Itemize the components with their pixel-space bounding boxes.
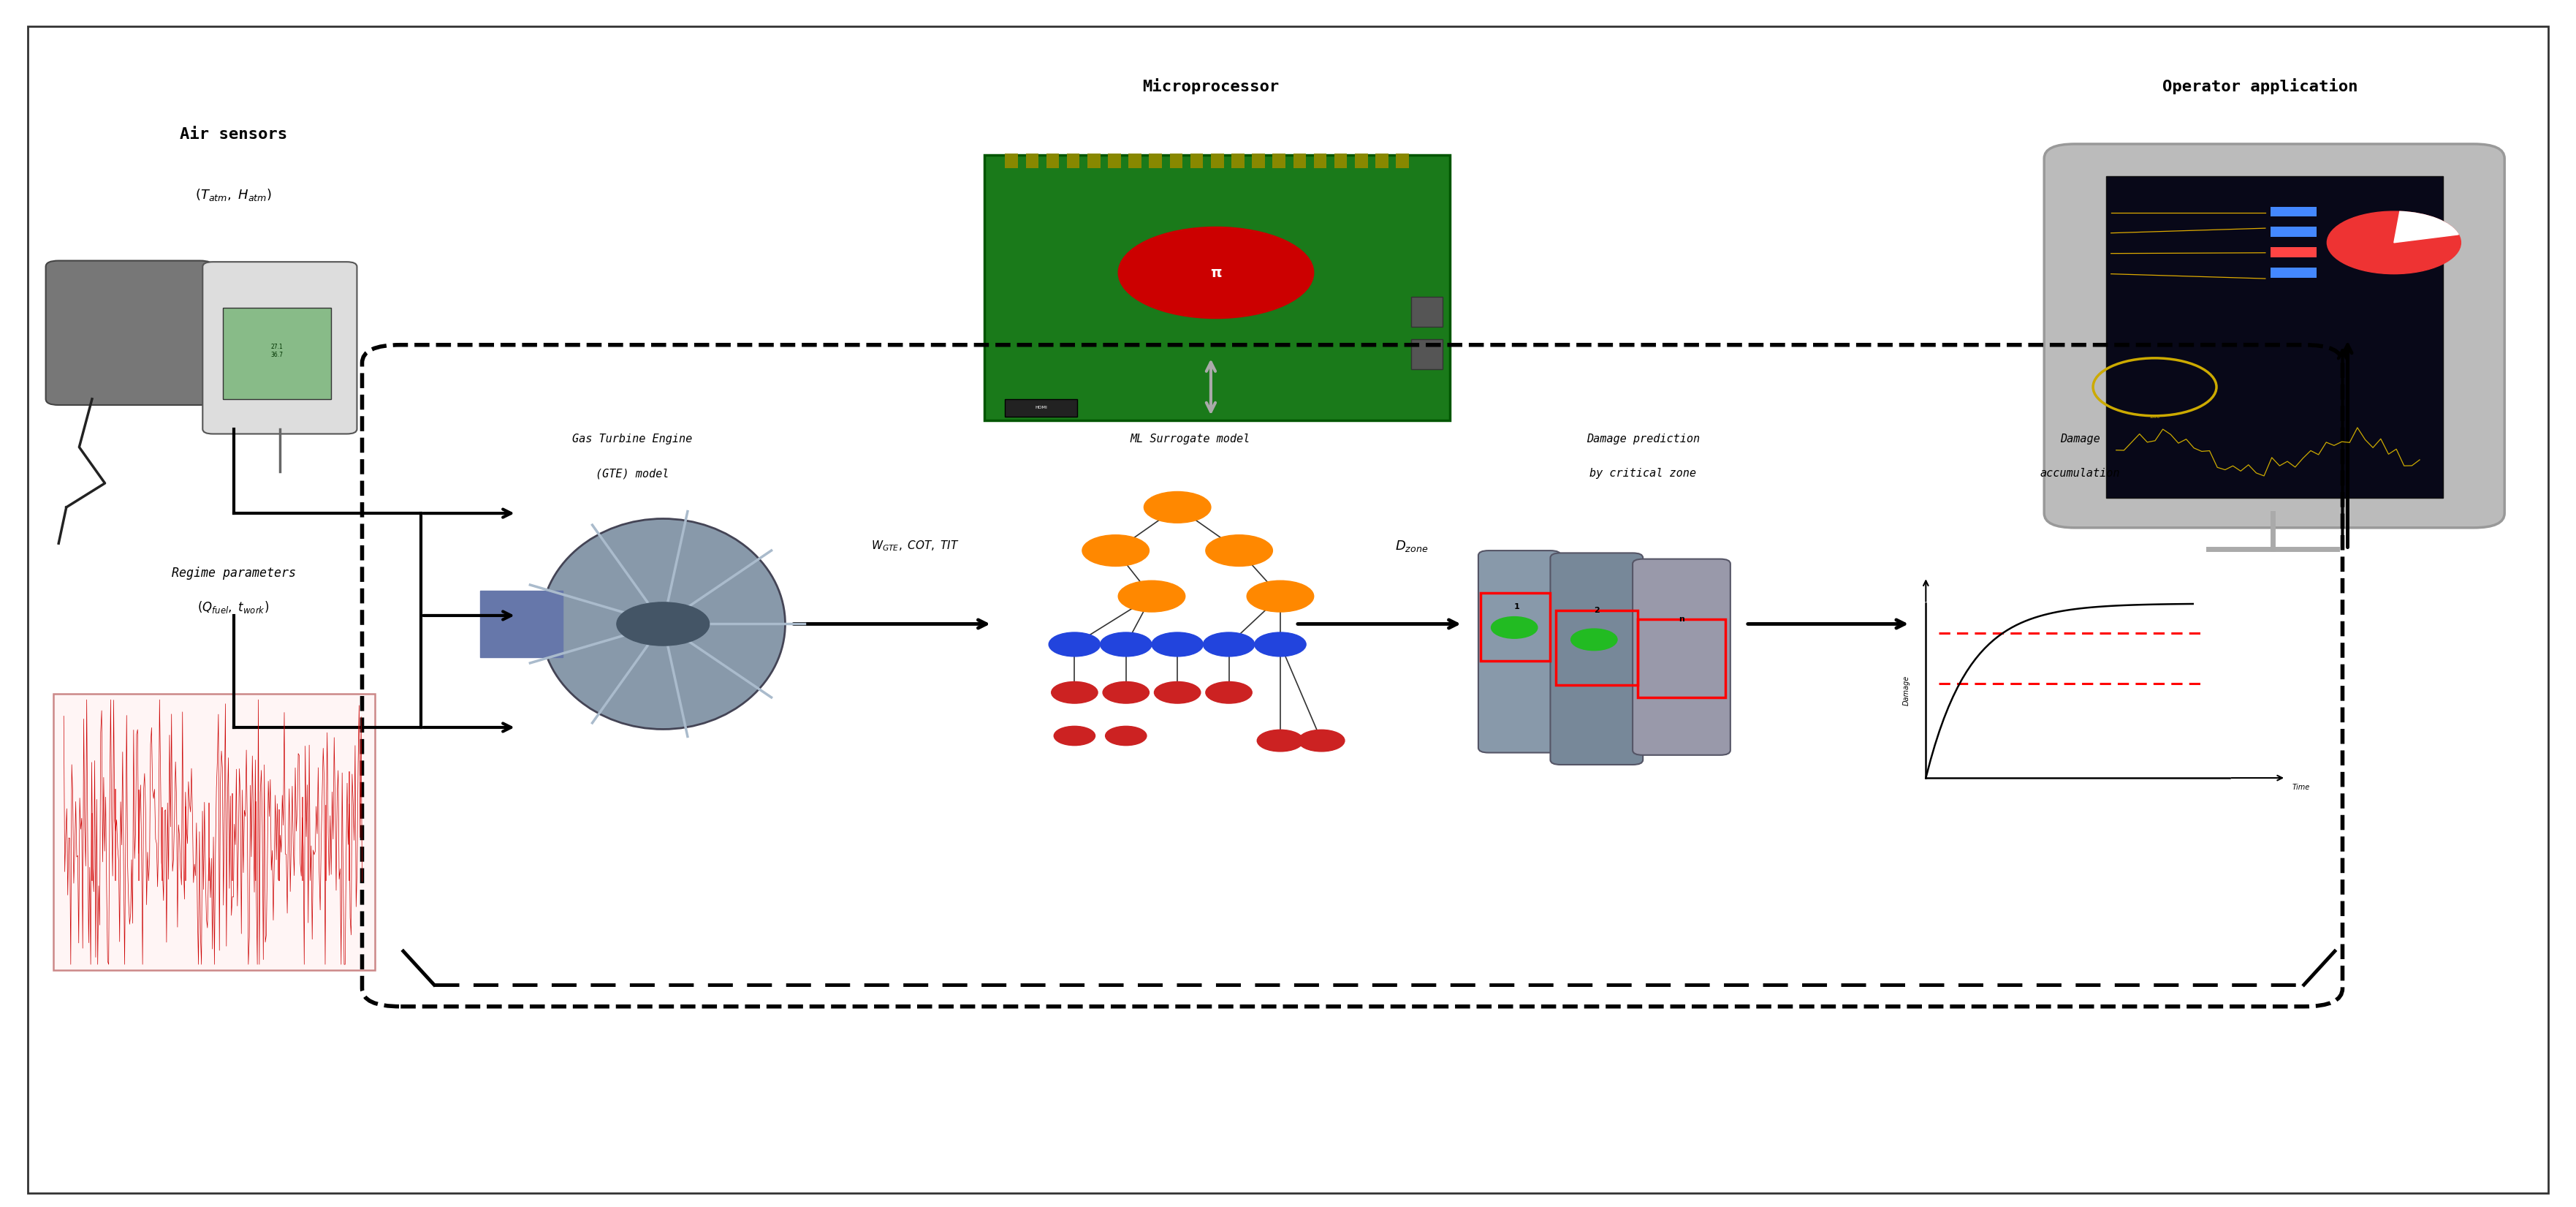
Circle shape [1100, 632, 1151, 657]
Circle shape [1151, 632, 1203, 657]
Text: ML Surrogate model: ML Surrogate model [1131, 433, 1249, 444]
FancyBboxPatch shape [1046, 153, 1059, 168]
Circle shape [1048, 632, 1100, 657]
FancyBboxPatch shape [2105, 176, 2442, 497]
FancyBboxPatch shape [2269, 206, 2316, 216]
Text: Time: Time [2293, 783, 2311, 792]
FancyBboxPatch shape [1005, 153, 1018, 168]
FancyBboxPatch shape [28, 27, 2548, 1193]
FancyBboxPatch shape [2269, 247, 2316, 257]
Circle shape [616, 602, 708, 646]
Text: $W_{GTE},\ COT,\ TIT$: $W_{GTE},\ COT,\ TIT$ [871, 538, 958, 553]
FancyBboxPatch shape [1108, 153, 1121, 168]
FancyBboxPatch shape [1396, 153, 1409, 168]
FancyBboxPatch shape [1479, 550, 1561, 753]
Text: Gas Turbine Engine: Gas Turbine Engine [572, 433, 693, 444]
Circle shape [1118, 581, 1185, 612]
FancyBboxPatch shape [204, 262, 358, 433]
FancyBboxPatch shape [1190, 153, 1203, 168]
Circle shape [1054, 727, 1095, 746]
Circle shape [1203, 632, 1255, 657]
FancyBboxPatch shape [1314, 153, 1327, 168]
Text: accumulation: accumulation [2040, 468, 2120, 479]
Text: n: n [1680, 616, 1685, 623]
Circle shape [1105, 727, 1146, 746]
Text: 100.0: 100.0 [2148, 415, 2159, 419]
Circle shape [1206, 682, 1252, 704]
FancyBboxPatch shape [1412, 297, 1443, 327]
FancyBboxPatch shape [1149, 153, 1162, 168]
FancyBboxPatch shape [54, 694, 376, 970]
FancyBboxPatch shape [1252, 153, 1265, 168]
Circle shape [1118, 227, 1314, 319]
Circle shape [1298, 730, 1345, 752]
Circle shape [2326, 211, 2460, 274]
FancyBboxPatch shape [1066, 153, 1079, 168]
Text: Damage: Damage [2061, 433, 2099, 444]
FancyBboxPatch shape [1273, 153, 1285, 168]
FancyBboxPatch shape [1334, 153, 1347, 168]
Text: Microprocessor: Microprocessor [1141, 78, 1280, 94]
FancyBboxPatch shape [1412, 339, 1443, 369]
Circle shape [1206, 535, 1273, 566]
Circle shape [1492, 617, 1538, 639]
FancyBboxPatch shape [1170, 153, 1182, 168]
Text: HDMI: HDMI [1036, 406, 1048, 409]
FancyBboxPatch shape [1087, 153, 1100, 168]
Circle shape [1082, 535, 1149, 566]
Circle shape [1257, 730, 1303, 752]
Text: 27.1
36.7: 27.1 36.7 [270, 344, 283, 358]
FancyBboxPatch shape [1633, 559, 1731, 756]
Circle shape [1051, 682, 1097, 704]
FancyBboxPatch shape [1355, 153, 1368, 168]
Text: Regime parameters: Regime parameters [173, 567, 296, 581]
FancyBboxPatch shape [224, 308, 332, 400]
FancyBboxPatch shape [1376, 153, 1388, 168]
FancyArrow shape [479, 591, 562, 657]
FancyArrowPatch shape [1206, 362, 1216, 412]
Circle shape [1154, 682, 1200, 704]
Text: Damage prediction: Damage prediction [1587, 433, 1700, 444]
Text: Operator application: Operator application [2161, 78, 2357, 94]
FancyBboxPatch shape [2269, 268, 2316, 278]
FancyBboxPatch shape [1551, 553, 1643, 765]
FancyBboxPatch shape [1005, 400, 1077, 418]
Text: π: π [1211, 266, 1221, 280]
Text: (GTE) model: (GTE) model [595, 468, 670, 479]
Circle shape [1144, 491, 1211, 523]
FancyBboxPatch shape [1128, 153, 1141, 168]
FancyBboxPatch shape [984, 154, 1450, 421]
Circle shape [1255, 632, 1306, 657]
FancyBboxPatch shape [2269, 227, 2316, 237]
Circle shape [1247, 581, 1314, 612]
Text: $(Q_{fuel},\ t_{work})$: $(Q_{fuel},\ t_{work})$ [198, 600, 270, 614]
Text: 2: 2 [1595, 607, 1600, 614]
Circle shape [1571, 629, 1618, 651]
Circle shape [1103, 682, 1149, 704]
Text: Air sensors: Air sensors [180, 127, 289, 141]
Text: Damage: Damage [1904, 676, 1911, 706]
FancyBboxPatch shape [46, 261, 214, 406]
FancyBboxPatch shape [1231, 153, 1244, 168]
Text: 1: 1 [1515, 604, 1520, 611]
Text: $D_{zone}$: $D_{zone}$ [1394, 538, 1427, 553]
FancyBboxPatch shape [1211, 153, 1224, 168]
FancyBboxPatch shape [1293, 153, 1306, 168]
Wedge shape [2393, 211, 2458, 243]
FancyBboxPatch shape [1025, 153, 1038, 168]
FancyBboxPatch shape [2045, 144, 2504, 527]
Text: $(T_{atm},\ H_{atm})$: $(T_{atm},\ H_{atm})$ [196, 187, 273, 203]
Text: by critical zone: by critical zone [1589, 468, 1695, 479]
Ellipse shape [541, 519, 786, 729]
